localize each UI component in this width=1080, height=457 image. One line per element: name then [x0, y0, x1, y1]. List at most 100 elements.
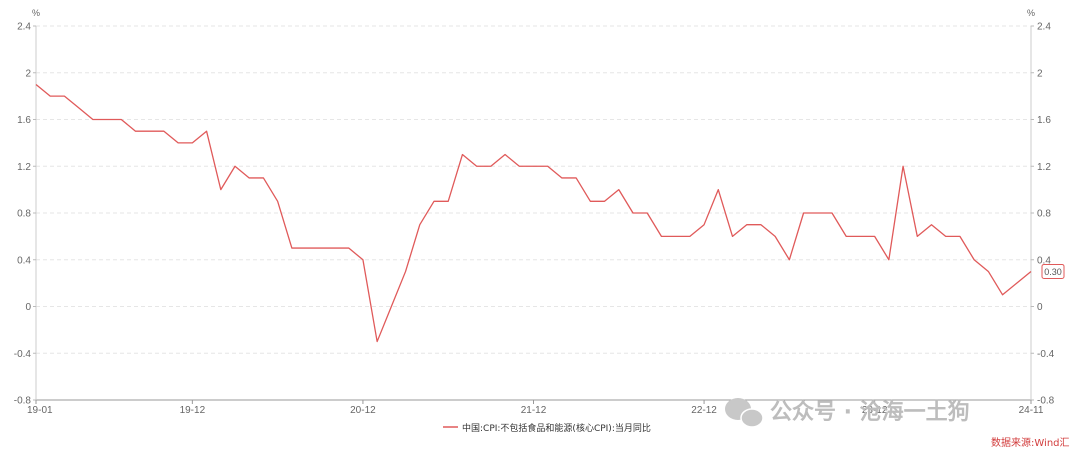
data-point [120, 118, 122, 120]
series-lines [35, 83, 1032, 343]
data-point [475, 165, 477, 167]
data-point [248, 177, 250, 179]
data-point [63, 95, 65, 97]
data-point [902, 165, 904, 167]
data-point [362, 259, 364, 261]
data-point [1030, 270, 1032, 272]
data-point [419, 223, 421, 225]
data-point [674, 235, 676, 237]
data-point [987, 270, 989, 272]
data-point [518, 165, 520, 167]
data-point [461, 153, 463, 155]
data-point [788, 259, 790, 261]
data-point [646, 212, 648, 214]
y-unit-right: % [1027, 8, 1035, 18]
data-point [390, 305, 392, 307]
grid-lines [36, 25, 1031, 354]
data-point [689, 235, 691, 237]
data-point [973, 259, 975, 261]
data-point [149, 130, 151, 132]
wechat-icon [725, 398, 764, 428]
data-point [134, 130, 136, 132]
y-tick-label-right: 0.4 [1037, 255, 1051, 266]
y-tick-label-right: 1.6 [1037, 115, 1051, 126]
y-ticks-right: 2.4 2 1.6 1.2 0.8 0.4 0 -0.4 -0.8 [1031, 22, 1055, 407]
data-point [319, 247, 321, 249]
y-tick-label-right: 2 [1037, 68, 1043, 79]
y-tick-label-right: 0.8 [1037, 209, 1051, 220]
x-tick-label: 19-12 [180, 405, 206, 416]
data-point [1001, 294, 1003, 296]
data-point [959, 235, 961, 237]
y-tick-label-left: 1.6 [17, 115, 31, 126]
x-tick-label: 21-12 [521, 405, 547, 416]
data-point [547, 165, 549, 167]
y-tick-label-left: 1.2 [17, 162, 31, 173]
data-point [717, 188, 719, 190]
data-point [205, 130, 207, 132]
data-point [774, 235, 776, 237]
y-tick-label-right: -0.4 [1037, 349, 1055, 360]
data-point [575, 177, 577, 179]
y-tick-label-right: 0 [1037, 302, 1043, 313]
data-point [845, 235, 847, 237]
data-point [817, 212, 819, 214]
y-unit-left: % [32, 8, 40, 18]
x-tick-label: 19-01 [27, 405, 53, 416]
data-point [561, 177, 563, 179]
data-point [632, 212, 634, 214]
data-point [703, 223, 705, 225]
data-point [1016, 282, 1018, 284]
x-ticks: 19-01 19-12 20-12 21-12 22-12 23-12 24-11 [27, 400, 1044, 416]
end-value-label-text: 0.30 [1044, 267, 1062, 277]
data-point [305, 247, 307, 249]
data-point [92, 118, 94, 120]
y-tick-label-right: 1.2 [1037, 162, 1051, 173]
y-tick-label-left: -0.4 [14, 349, 32, 360]
x-tick-label: 24-11 [1019, 405, 1044, 416]
data-point [945, 235, 947, 237]
y-tick-label-left: 0.4 [17, 255, 31, 266]
data-point [831, 212, 833, 214]
data-point [873, 235, 875, 237]
data-point [433, 200, 435, 202]
watermark: 公众号 · 沧海一土狗 [725, 398, 970, 428]
data-point [220, 188, 222, 190]
watermark-text: 公众号 · 沧海一土狗 [770, 399, 970, 425]
data-point [333, 247, 335, 249]
data-point [106, 118, 108, 120]
y-tick-label-right: 2.4 [1037, 22, 1051, 33]
legend[interactable]: 中国:CPI:不包括食品和能源(核心CPI):当月同比 [443, 422, 651, 434]
data-point [760, 223, 762, 225]
x-tick-label: 22-12 [691, 405, 717, 416]
legend-label: 中国:CPI:不包括食品和能源(核心CPI):当月同比 [462, 422, 651, 434]
data-point [276, 200, 278, 202]
data-point [77, 107, 79, 109]
y-tick-label-left: 2.4 [17, 22, 31, 33]
end-value-label: 0.30 [1041, 263, 1065, 279]
x-tick-label: 20-12 [350, 405, 376, 416]
data-point [234, 165, 236, 167]
data-point [731, 235, 733, 237]
data-point [888, 259, 890, 261]
data-point [490, 165, 492, 167]
y-ticks-left: 2.4 2 1.6 1.2 0.8 0.4 0 -0.4 -0.8 [14, 22, 36, 407]
y-tick-label-left: 0 [25, 302, 31, 313]
data-point [348, 247, 350, 249]
data-point [746, 223, 748, 225]
y-tick-label-left: 0.8 [17, 209, 31, 220]
y-tick-label-right: -0.8 [1037, 396, 1055, 407]
data-point [177, 142, 179, 144]
data-point [376, 340, 378, 342]
data-point [262, 177, 264, 179]
data-point [859, 235, 861, 237]
data-point [916, 235, 918, 237]
data-point [291, 247, 293, 249]
data-point [618, 188, 620, 190]
data-point [532, 165, 534, 167]
x-tick-label: 23-12 [862, 405, 888, 416]
data-point [802, 212, 804, 214]
data-point [447, 200, 449, 202]
data-point [163, 130, 165, 132]
